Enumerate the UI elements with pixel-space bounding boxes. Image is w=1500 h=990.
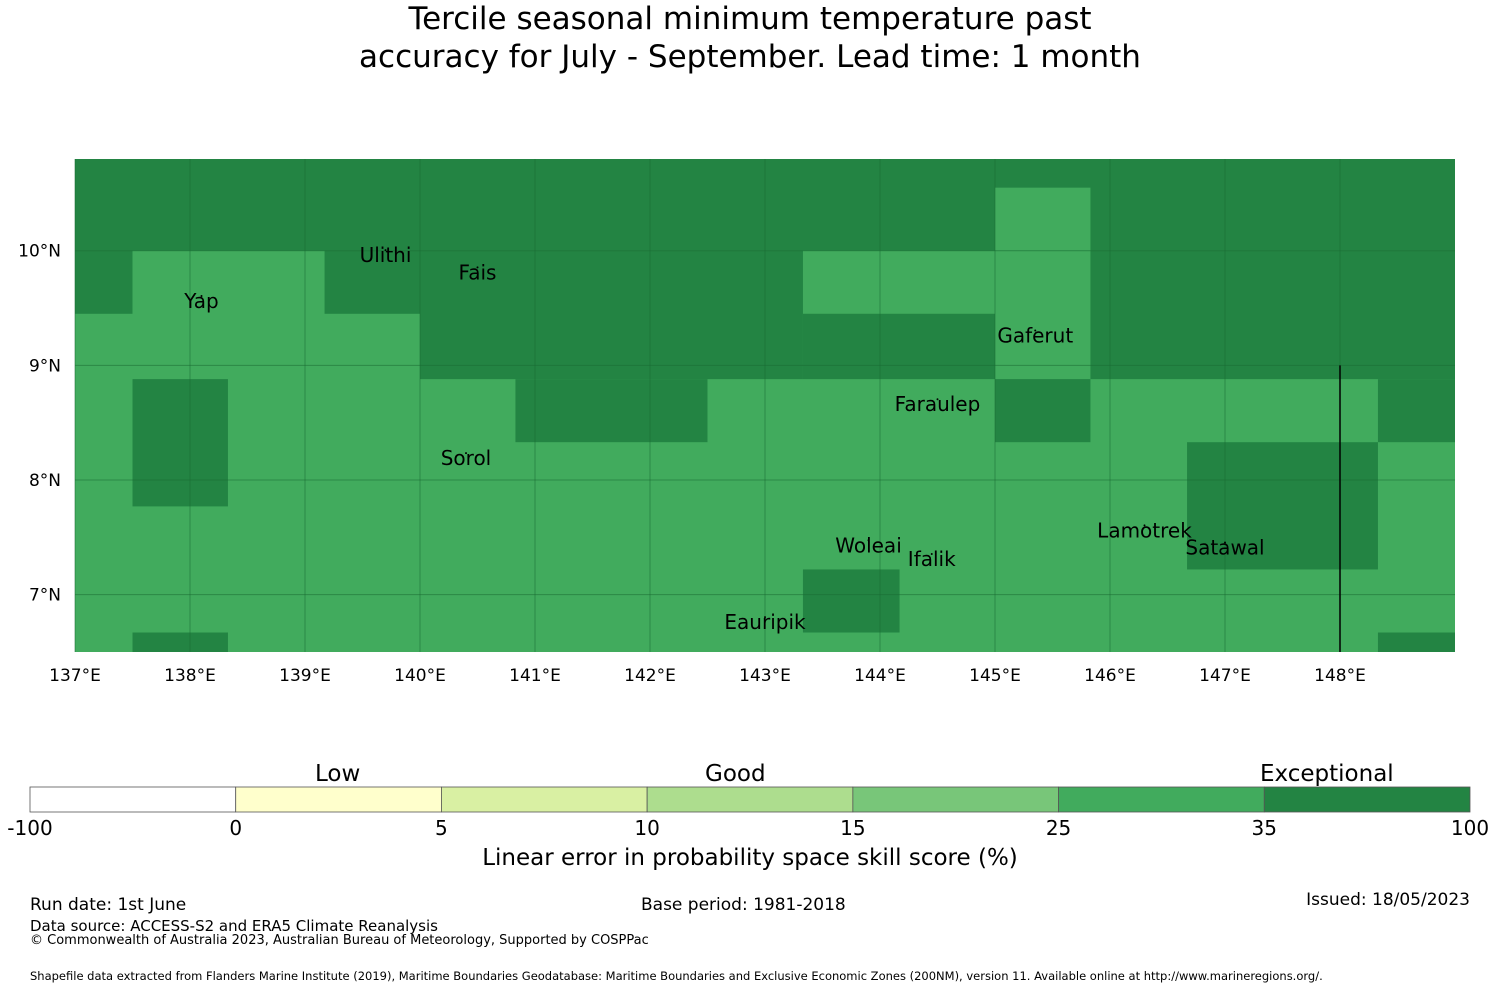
island-marker [384, 249, 387, 252]
island-marker [200, 295, 203, 298]
shapefile-credit: Shapefile data extracted from Flanders M… [30, 969, 1323, 983]
lon-tick-label: 146°E [1084, 666, 1136, 686]
colorbar-tick-label: 15 [840, 816, 866, 840]
copyright: © Commonwealth of Australia 2023, Austra… [30, 933, 649, 948]
lon-tick-label: 137°E [49, 666, 101, 686]
lat-tick-label: 10°N [18, 242, 61, 262]
lon-tick-label: 145°E [969, 666, 1021, 686]
place-label: Ifalik [908, 547, 956, 571]
colorbar-tick-label: 5 [435, 816, 448, 840]
map-cell-exceptional [132, 379, 228, 507]
island-marker [476, 266, 479, 269]
colorbar-title: Linear error in probability space skill … [482, 845, 1018, 871]
colorbar-bin [235, 786, 442, 813]
lon-tick-label: 142°E [624, 666, 676, 686]
place-label: Eauripik [724, 610, 806, 634]
colorbar-bin [1263, 786, 1471, 813]
lat-tick-label: 7°N [29, 586, 61, 606]
island-marker [867, 539, 870, 542]
island-marker [1034, 329, 1037, 332]
place-label: Faraulep [895, 392, 981, 416]
run-date: Run date: 1st June [30, 895, 187, 915]
lat-tick-label: 8°N [29, 471, 61, 491]
colorbar-bin [852, 786, 1059, 813]
lon-tick-label: 139°E [279, 666, 331, 686]
map-axes: 137°E 138°E 139°E 140°E 141°E 142°E 143°E 144°E… [18, 242, 1366, 686]
lon-tick-label: 140°E [394, 666, 446, 686]
colorbar-bin [29, 786, 237, 813]
colorbar-label-exceptional: Exceptional [1260, 761, 1394, 787]
place-label: Woleai [835, 533, 902, 557]
place-label: Fais [459, 260, 497, 284]
map-cell-exceptional [995, 379, 1091, 443]
data-source: Data source: ACCESS-S2 and ERA5 Climate … [30, 917, 438, 935]
place-label: Gaferut [997, 323, 1073, 347]
place-label: Sorol [441, 446, 492, 470]
colorbar-tick-label: -100 [7, 816, 53, 840]
map-cell-exceptional [75, 250, 133, 314]
map-title-line-2: accuracy for July - September. Lead time… [359, 39, 1141, 75]
island-marker [764, 616, 766, 619]
base-period: Base period: 1981-2018 [641, 895, 846, 915]
place-label: Yap [183, 289, 218, 313]
colorbar-bin [1058, 786, 1265, 813]
map-cell-exceptional [1377, 379, 1455, 443]
map-cell-exceptional [1377, 632, 1455, 652]
lon-tick-label: 141°E [509, 666, 561, 686]
map-cell-exceptional [802, 569, 900, 633]
colorbar-bin [441, 786, 648, 813]
map-cell-exceptional [515, 379, 708, 443]
map-cell-exceptional [1187, 442, 1378, 570]
map-title-line-1: Tercile seasonal minimum temperature pas… [408, 1, 1092, 37]
lon-tick-label: 147°E [1199, 666, 1251, 686]
island-marker [936, 398, 939, 401]
place-label: Ulithi [360, 243, 412, 267]
map-title: Tercile seasonal minimum temperature pas… [0, 0, 1500, 76]
island-marker [1143, 524, 1146, 527]
island-marker [930, 553, 933, 556]
map-gridlines [74, 159, 1455, 652]
map-cell-exceptional [802, 313, 995, 380]
map-cell-25-35 [995, 187, 1091, 251]
place-label: Lamotrek [1097, 518, 1192, 542]
colorbar [29, 786, 1471, 813]
island-marker [1224, 541, 1226, 544]
map-cell-exceptional [324, 250, 420, 314]
map-cell-exceptional [1090, 250, 1455, 380]
lat-tick-label: 9°N [29, 356, 61, 376]
colorbar-label-low: Low [315, 761, 361, 787]
colorbar-tick-label: 35 [1251, 816, 1278, 840]
island-marker [465, 452, 467, 455]
lon-tick-label: 148°E [1314, 666, 1366, 686]
map-cell-exceptional [420, 250, 803, 380]
colorbar-tick-label: 100 [1450, 816, 1490, 840]
colorbar-tick-label: 0 [229, 816, 243, 840]
lon-tick-label: 144°E [854, 666, 906, 686]
colorbar-label-good: Good [705, 761, 766, 787]
colorbar-bin [646, 786, 854, 813]
issued-date: Issued: 18/05/2023 [1306, 890, 1470, 910]
map-cell-exceptional [132, 632, 228, 652]
colorbar-tick-label: 25 [1045, 816, 1072, 840]
lon-tick-label: 138°E [164, 666, 216, 686]
map-places: Yap Ulithi Fais Gaferut Faraulep Sorol WoleaiI… [183, 243, 1264, 634]
colorbar-tick-label: 10 [634, 816, 660, 840]
skill-map: Yap Ulithi Fais Gaferut Faraulep Sorol WoleaiI… [18, 159, 1455, 686]
place-label: Satawal [1185, 536, 1264, 560]
lon-tick-label: 143°E [739, 666, 791, 686]
